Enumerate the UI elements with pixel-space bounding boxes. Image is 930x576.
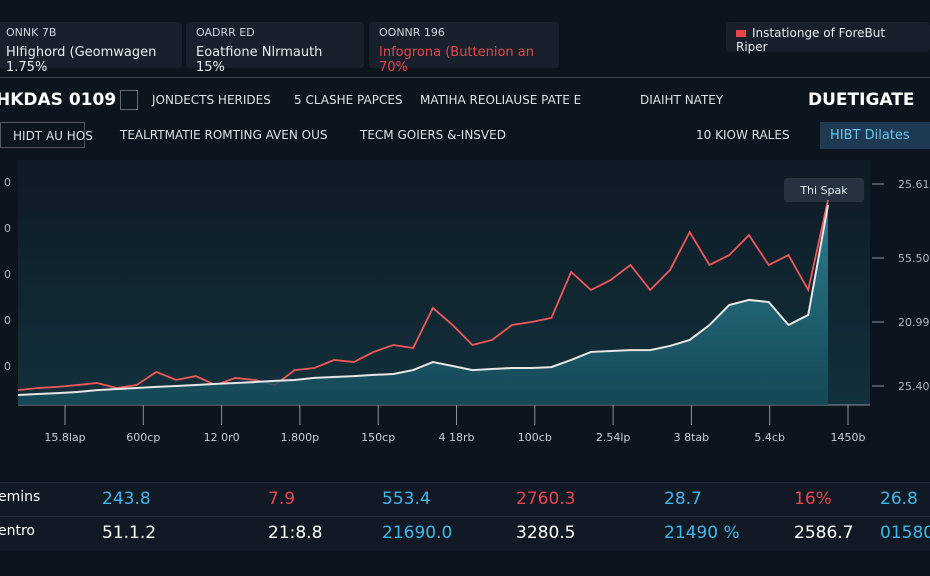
stat-card[interactable]: ONNK 7B Hlfighord (Geomwagen 1.75% [0, 22, 182, 75]
x-label: 15.8lap [44, 431, 85, 444]
notice-text: Instationge of ForeBut Riper [736, 26, 886, 54]
table-cell: 2760.3 [516, 489, 576, 509]
menu-icon[interactable] [120, 90, 138, 110]
y-label: 0 [4, 268, 11, 281]
notice[interactable]: Instationge of ForeBut Riper [726, 22, 930, 54]
table-cell: 26.8 [880, 489, 918, 509]
table-cell: 2586.7 [794, 523, 854, 543]
table-cell: 243.8 [102, 489, 151, 509]
row-label: emins [0, 489, 41, 505]
table-cell: 51.1.2 [102, 523, 157, 543]
table-cell: 16% [794, 489, 832, 509]
area [18, 204, 828, 405]
tab[interactable]: TEALRTMATIE ROMTING AVEN OUS [120, 128, 328, 142]
table-cell: 01580.% [880, 523, 930, 543]
flag-icon [736, 30, 746, 37]
card-text: Hlfighord (Geomwagen 1.75% [6, 45, 157, 75]
divider [0, 77, 930, 78]
y-label: 0 [4, 314, 11, 327]
toolbar-item[interactable]: MATIHA REOLIAUSE PATE E [420, 93, 582, 107]
x-label: 1450b [831, 431, 866, 444]
table-cell: 21490 % [664, 523, 740, 543]
y-label: 0 [4, 360, 11, 373]
table-cell: 553.4 [382, 489, 431, 509]
symbol: HKDAS 0109 [0, 90, 117, 110]
tooltip-box [784, 178, 864, 202]
table-cell: 3280.5 [516, 523, 576, 543]
y2-label: 25.61 [898, 178, 930, 191]
tab[interactable]: TECM GOIERS &-INSVED [360, 128, 506, 142]
x-label: 600cp [126, 431, 160, 444]
table-cell: 21:8.8 [268, 523, 323, 543]
line [17, 204, 829, 396]
table-cell: 7.9 [268, 489, 296, 509]
table-row [0, 482, 930, 517]
rules[interactable]: 10 KIOW RALES [696, 128, 790, 142]
table-cell: 21690.0 [382, 523, 453, 543]
toolbar-item[interactable]: 5 CLASHE PAPCES [294, 93, 403, 107]
table-row [0, 516, 930, 551]
card-text: Infogrona (Buttenion an 70% [379, 45, 535, 75]
card-code: ONNK 7B [6, 26, 57, 39]
x-label: 3 8tab [674, 431, 710, 444]
y2-label: 25.40 [898, 380, 930, 393]
toolbar-item[interactable]: DIAIHT NATEY [640, 93, 724, 107]
tooltip: Thi Spak [799, 184, 848, 197]
toolbar-item[interactable]: JONDECTS HERIDES [152, 93, 271, 107]
stat-card[interactable]: OONNR 196 Infogrona (Buttenion an 70% [369, 22, 559, 75]
table-cell: 28.7 [664, 489, 702, 509]
row-label: entro [0, 523, 35, 539]
line [17, 199, 829, 392]
card-code: OONNR 196 [379, 26, 445, 39]
x-label: 100cb [518, 431, 552, 444]
y2-label: 55.50 [898, 252, 930, 265]
y-label: 0 [4, 222, 11, 235]
stat-card[interactable]: OADRR ED Eoatfione Nlrmauth 15% [186, 22, 364, 75]
x-label: 4 18rb [439, 431, 475, 444]
chart: Thi Spak adothenuly 0000025.6155.5020.99… [4, 160, 930, 444]
brand: DUETIGATE [808, 90, 915, 110]
y-label: 0 [4, 176, 11, 189]
tab[interactable]: HIDT AU HOS [0, 122, 93, 148]
x-label: 150cp [361, 431, 395, 444]
x-label: 12 0r0 [204, 431, 240, 444]
x-label: 2.54lp [596, 431, 631, 444]
y2-label: 20.99 [898, 316, 930, 329]
card-code: OADRR ED [196, 26, 255, 39]
action-button[interactable]: HIBT Dilates [820, 122, 930, 149]
x-label: 5.4cb [754, 431, 785, 444]
x-label: 1.800p [281, 431, 319, 444]
card-text: Eoatfione Nlrmauth 15% [196, 45, 323, 75]
